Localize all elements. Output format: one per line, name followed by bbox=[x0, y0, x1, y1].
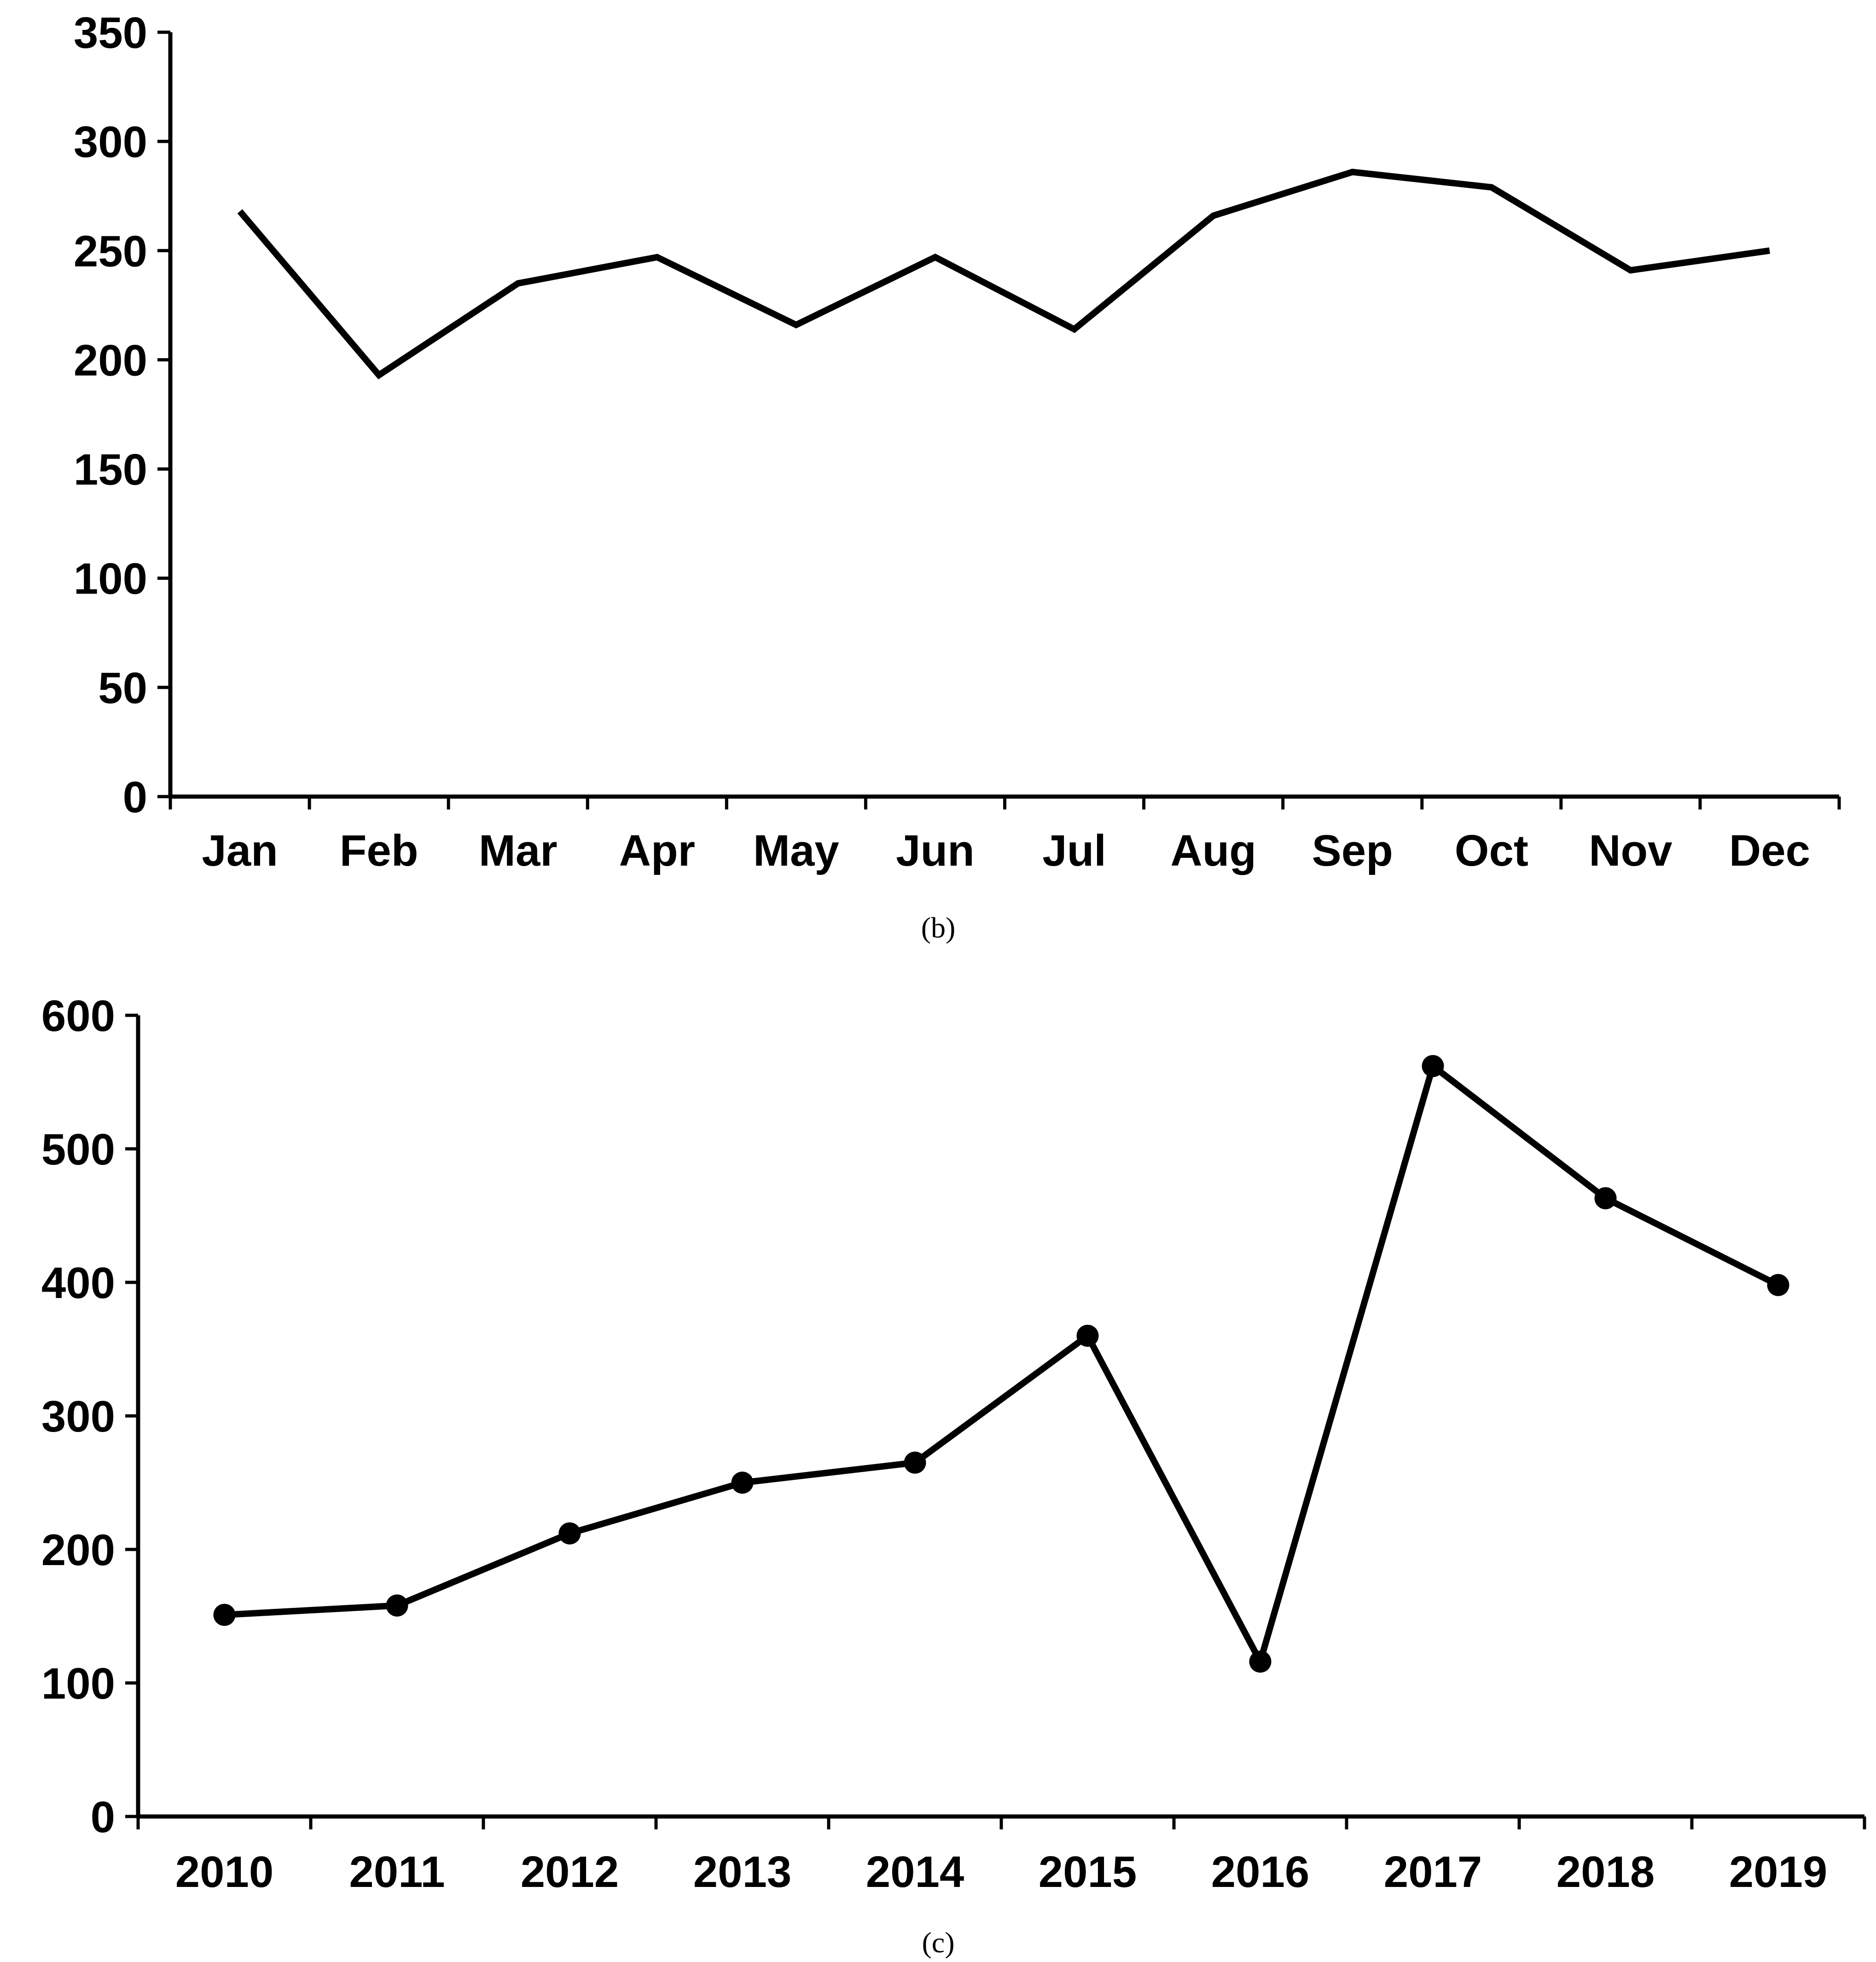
chart-b-x-tick-label: Apr bbox=[619, 826, 695, 875]
chart-c-x-tick-label: 2012 bbox=[521, 1847, 619, 1897]
chart-c-x-tick-label: 2010 bbox=[175, 1847, 274, 1897]
chart-b-y-axis-ticks: 0 50 100 150 200 250 300 350 bbox=[74, 8, 170, 822]
chart-b-caption: (b) bbox=[921, 911, 956, 944]
chart-b-x-axis-ticks: Jan Feb Mar Apr May Jun Jul Aug Sep Oct Nov Dec bbox=[168, 797, 1841, 875]
chart-c-data-point bbox=[1422, 1055, 1444, 1077]
chart-c-x-tick-label: 2011 bbox=[349, 1847, 445, 1897]
chart-b-x-tick-label: Jan bbox=[202, 826, 278, 875]
chart-c-data-point bbox=[1076, 1325, 1099, 1347]
chart-c-series-line bbox=[224, 1060, 1780, 1671]
chart-b-x-tick-label: Mar bbox=[479, 826, 558, 875]
chart-b-x-tick-label: Jul bbox=[1042, 826, 1106, 875]
chart-c-data-point bbox=[386, 1594, 408, 1617]
chart-c-y-tick-label: 400 bbox=[41, 1258, 115, 1308]
chart-c-data-point bbox=[1249, 1650, 1272, 1673]
chart-c-series bbox=[213, 1055, 1789, 1673]
chart-c-y-tick-label: 500 bbox=[41, 1125, 115, 1174]
chart-c-x-axis-ticks: 2010 2011 2012 2013 2014 2015 2016 2017 2018 2019 bbox=[136, 1816, 1866, 1897]
chart-b-y-tick-label: 0 bbox=[123, 773, 147, 822]
chart-c-x-tick-label: 2018 bbox=[1557, 1847, 1655, 1897]
chart-b-x-tick-label: May bbox=[753, 826, 839, 875]
chart-b-y-tick-label: 300 bbox=[74, 117, 147, 167]
chart-c-y-tick-label: 100 bbox=[41, 1659, 115, 1708]
chart-b-x-tick-label: Oct bbox=[1455, 826, 1528, 875]
chart-c-x-tick-label: 2014 bbox=[866, 1847, 964, 1897]
chart-c-data-point bbox=[731, 1472, 754, 1494]
chart-c-y-tick-label: 300 bbox=[41, 1392, 115, 1441]
chart-b-monthly: 0 50 100 150 200 250 300 350 Jan Feb Mar Apr May Jun… bbox=[74, 8, 1841, 944]
chart-b-x-tick-label: Aug bbox=[1170, 826, 1256, 875]
chart-c-yearly: 0 100 200 300 400 500 600 2010 2011 2012 2013 2014… bbox=[41, 991, 1866, 1959]
chart-b-series-line bbox=[237, 169, 1770, 379]
chart-c-data-point bbox=[1767, 1274, 1789, 1296]
chart-b-y-tick-label: 350 bbox=[74, 8, 147, 58]
chart-b-y-tick-label: 100 bbox=[74, 554, 147, 604]
chart-b-x-tick-label: Jun bbox=[896, 826, 975, 875]
chart-c-data-point bbox=[558, 1522, 581, 1545]
chart-c-data-point bbox=[1594, 1187, 1617, 1210]
chart-c-x-tick-label: 2019 bbox=[1729, 1847, 1828, 1897]
chart-c-x-tick-label: 2016 bbox=[1211, 1847, 1310, 1897]
chart-c-x-tick-label: 2017 bbox=[1384, 1847, 1482, 1897]
chart-c-y-tick-label: 600 bbox=[41, 991, 115, 1041]
chart-b-axes bbox=[168, 32, 1839, 799]
chart-b-series bbox=[237, 169, 1770, 379]
chart-c-x-tick-label: 2013 bbox=[693, 1847, 792, 1897]
chart-c-caption: (c) bbox=[922, 1926, 954, 1959]
chart-c-y-axis-ticks: 0 100 200 300 400 500 600 bbox=[41, 991, 138, 1842]
chart-c-y-tick-label: 200 bbox=[41, 1525, 115, 1575]
chart-b-x-tick-label: Dec bbox=[1729, 826, 1810, 875]
chart-b-y-tick-label: 250 bbox=[74, 227, 147, 276]
chart-c-axes bbox=[136, 1015, 1864, 1819]
chart-b-y-tick-label: 200 bbox=[74, 336, 147, 385]
chart-c-data-point bbox=[904, 1451, 926, 1474]
chart-c-y-tick-label: 0 bbox=[91, 1793, 115, 1842]
chart-b-y-tick-label: 50 bbox=[98, 664, 147, 713]
chart-c-x-tick-label: 2015 bbox=[1039, 1847, 1137, 1897]
chart-b-y-tick-label: 150 bbox=[74, 445, 147, 495]
chart-c-data-point bbox=[213, 1604, 236, 1626]
chart-b-x-tick-label: Sep bbox=[1312, 826, 1393, 875]
chart-b-x-tick-label: Nov bbox=[1589, 826, 1672, 875]
chart-b-x-tick-label: Feb bbox=[340, 826, 418, 875]
